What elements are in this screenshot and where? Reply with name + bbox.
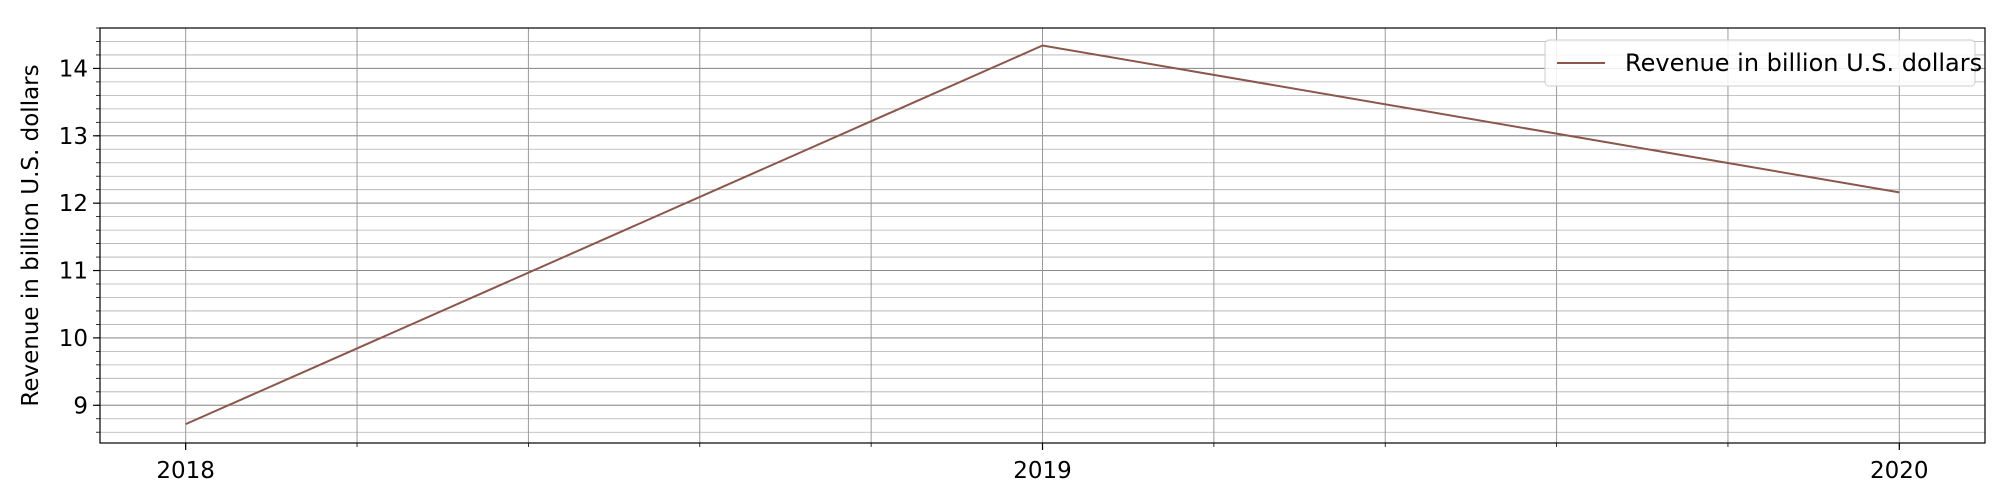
x-tick-label: 2018 — [156, 458, 215, 484]
y-tick-label: 9 — [73, 393, 88, 419]
series-layer — [185, 44, 1900, 426]
y-tick-label: 10 — [59, 326, 88, 352]
axis-ticks: 9 10 11 12 13 14 2018 2019 2020 — [59, 27, 1929, 484]
y-tick-label: 11 — [59, 259, 88, 285]
y-tick-label: 13 — [59, 124, 88, 150]
series-line — [185, 44, 1900, 426]
y-axis-label: Revenue in billion U.S. dollars — [18, 64, 44, 406]
x-tick-label: 2019 — [1013, 458, 1072, 484]
legend-label: Revenue in billion U.S. dollars — [1625, 49, 1982, 77]
x-tick-label: 2020 — [1870, 458, 1929, 484]
legend-box — [1544, 39, 1976, 87]
y-tick-label: 12 — [59, 191, 88, 217]
legend: Revenue in billion U.S. dollars — [1544, 39, 1982, 87]
grid-lines — [100, 27, 1985, 443]
y-tick-label: 14 — [59, 56, 88, 82]
